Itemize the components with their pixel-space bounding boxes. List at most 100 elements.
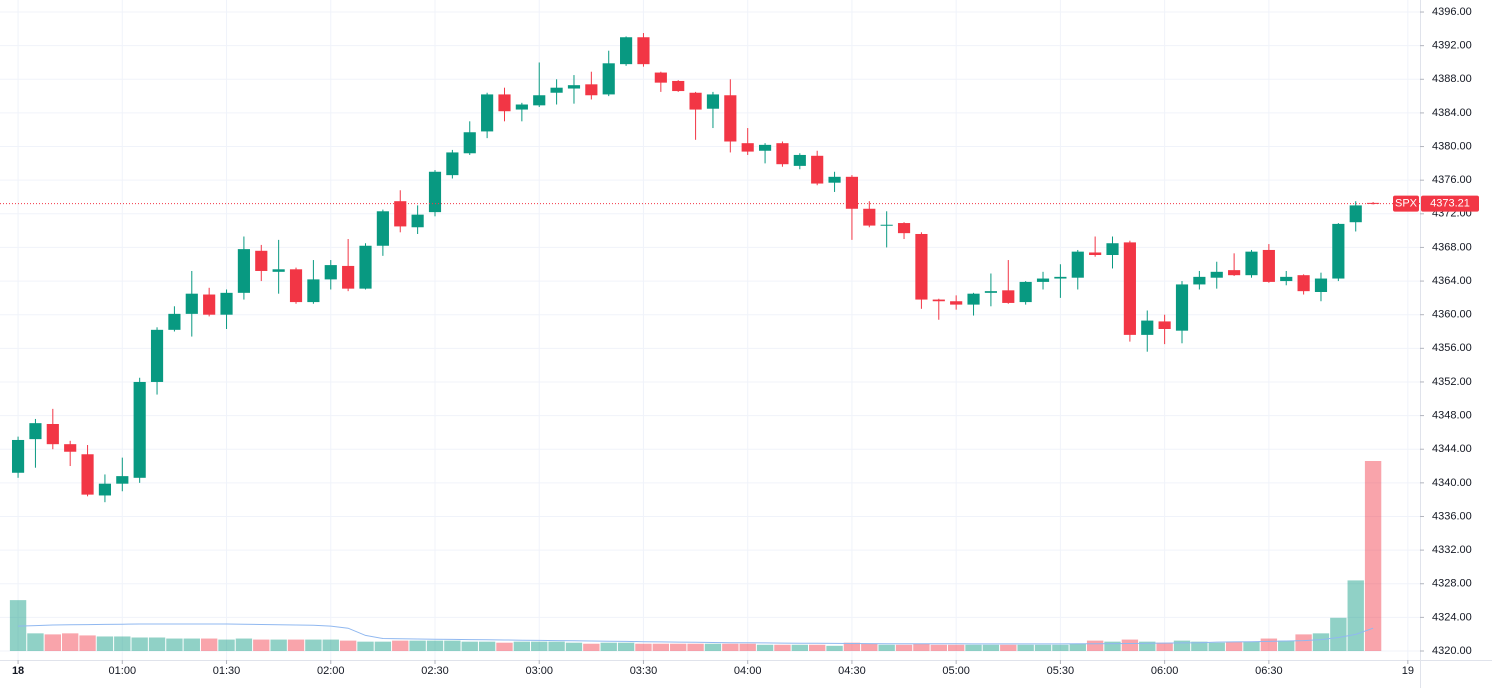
- candle-body: [185, 293, 198, 314]
- candle-body: [1158, 321, 1171, 329]
- volume-bar: [635, 643, 652, 651]
- volume-bar: [670, 643, 687, 651]
- candle-body: [411, 214, 424, 228]
- volume-bar: [1243, 641, 1260, 651]
- candle-body: [1071, 251, 1084, 278]
- candle-body: [1106, 243, 1119, 256]
- volume-bar: [531, 641, 548, 651]
- volume-bar: [878, 644, 895, 651]
- candle-body: [880, 224, 893, 226]
- volume-bar: [687, 643, 704, 651]
- candle-body: [64, 444, 77, 452]
- candle-body: [706, 94, 720, 109]
- volume-bar: [478, 641, 496, 651]
- candle-body: [1262, 249, 1275, 282]
- volume-bar: [9, 600, 27, 651]
- volume-bar: [652, 643, 670, 651]
- volume-bar: [339, 640, 357, 651]
- volume-bar: [305, 639, 322, 651]
- candle-body: [533, 95, 546, 106]
- candle-body: [203, 294, 216, 315]
- y-tick-label: 4356.00: [1432, 342, 1472, 354]
- candle-body: [1054, 276, 1067, 279]
- candle-body: [376, 211, 389, 246]
- volume-bar: [1260, 638, 1278, 651]
- candle-body: [98, 483, 112, 496]
- x-tick-label: 01:30: [213, 665, 241, 677]
- candle-body: [863, 208, 876, 226]
- candle-body: [342, 265, 355, 289]
- x-tick-label: 18: [12, 665, 24, 677]
- volume-bar: [826, 645, 843, 651]
- candle-body: [1193, 276, 1206, 285]
- volume-bar: [1208, 642, 1225, 651]
- volume-bar: [1104, 641, 1121, 651]
- x-tick-label: 06:30: [1255, 665, 1283, 677]
- volume-bar: [1139, 641, 1156, 651]
- candle-body: [29, 423, 42, 440]
- volume-bar: [1069, 643, 1086, 651]
- x-tick-label: 04:30: [838, 665, 866, 677]
- y-tick-label: 4332.00: [1432, 544, 1472, 556]
- volume-bar: [374, 641, 392, 651]
- volume-ma-line: [18, 623, 1374, 645]
- volume-bar: [965, 644, 982, 651]
- volume-bar: [148, 637, 166, 651]
- volume-bar: [513, 641, 531, 651]
- candle-body: [793, 154, 806, 166]
- volume-bar: [287, 639, 305, 651]
- volume-bar: [565, 642, 583, 651]
- volume-bar: [1364, 461, 1382, 651]
- candle-body: [255, 250, 268, 271]
- candle-body: [932, 299, 945, 302]
- volume-bar: [739, 643, 756, 651]
- volume-bar: [756, 644, 774, 651]
- volume-bar: [235, 638, 253, 651]
- volume-bar: [1000, 644, 1017, 651]
- candle-body: [758, 144, 772, 151]
- candle-body: [984, 291, 997, 293]
- volume-bar: [1191, 641, 1208, 651]
- volume-bar: [322, 639, 339, 651]
- grid: [0, 0, 1420, 660]
- volume-bar: [426, 640, 444, 651]
- volume-bar: [913, 643, 930, 651]
- y-tick-label: 4380.00: [1432, 140, 1472, 152]
- volume-bar: [1173, 640, 1191, 651]
- candle-body: [1349, 205, 1362, 223]
- volume-bar: [61, 633, 79, 651]
- y-tick-label: 4388.00: [1432, 73, 1472, 85]
- volume-bar: [548, 641, 565, 651]
- candle-body: [776, 143, 789, 165]
- y-tick-label: 4360.00: [1432, 309, 1472, 321]
- candle-body: [1245, 251, 1258, 276]
- volume-bar: [183, 638, 200, 651]
- volume-bar: [861, 643, 878, 651]
- candle-body: [950, 301, 963, 305]
- volume-bar: [583, 643, 600, 651]
- volume-bar: [1312, 633, 1330, 651]
- x-tick-label: 03:00: [525, 665, 553, 677]
- x-tick-label: 02:30: [421, 665, 449, 677]
- y-tick-label: 4336.00: [1432, 510, 1472, 522]
- candle-body: [1123, 242, 1136, 335]
- volume-bar: [496, 642, 513, 651]
- candle-body: [689, 92, 702, 110]
- candle-body: [724, 95, 737, 142]
- volume-bar: [930, 644, 947, 651]
- y-tick-label: 4344.00: [1432, 443, 1472, 455]
- candle-body: [116, 476, 129, 484]
- y-tick-label: 4368.00: [1432, 241, 1472, 253]
- candle-body: [1089, 252, 1102, 256]
- volume-bar: [1156, 642, 1173, 651]
- candle-body: [324, 265, 337, 280]
- volume-bar: [1347, 580, 1364, 651]
- candle-body: [585, 84, 598, 96]
- candle-body: [1314, 278, 1328, 292]
- y-tick-label: 4352.00: [1432, 376, 1472, 388]
- candle-body: [237, 249, 250, 293]
- x-tick-label: 04:00: [734, 665, 762, 677]
- candle-body: [272, 269, 285, 272]
- candle-body: [1210, 271, 1223, 278]
